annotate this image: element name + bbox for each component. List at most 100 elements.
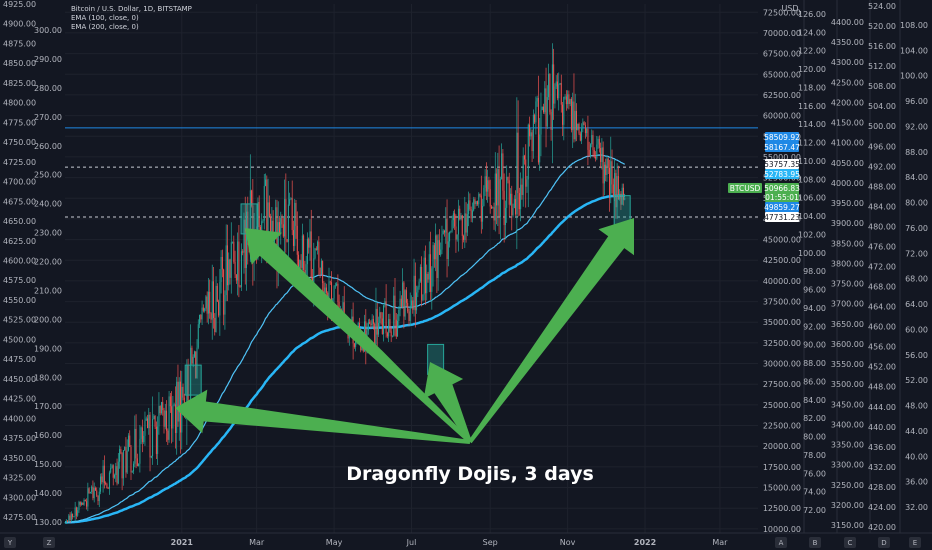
- candle-body[interactable]: [133, 463, 135, 472]
- candle-body[interactable]: [299, 260, 301, 271]
- candle-body[interactable]: [285, 199, 287, 240]
- candle-body[interactable]: [419, 266, 421, 282]
- candle-body[interactable]: [386, 333, 388, 337]
- candle-body[interactable]: [220, 256, 222, 283]
- candle-body[interactable]: [197, 324, 199, 348]
- candle-body[interactable]: [205, 296, 207, 309]
- candle-body[interactable]: [84, 500, 86, 502]
- candle-body[interactable]: [233, 241, 235, 262]
- candle-body[interactable]: [545, 88, 547, 127]
- candle-body[interactable]: [372, 319, 374, 324]
- candle-body[interactable]: [527, 124, 529, 180]
- candle-body[interactable]: [286, 239, 288, 242]
- candle-body[interactable]: [536, 97, 538, 102]
- candle-body[interactable]: [451, 220, 453, 231]
- scale-button[interactable]: [775, 537, 787, 548]
- candle-body[interactable]: [242, 251, 244, 253]
- candle-body[interactable]: [468, 200, 470, 215]
- candle-body[interactable]: [187, 365, 189, 401]
- candle-body[interactable]: [375, 308, 377, 345]
- candle-body[interactable]: [229, 259, 231, 278]
- candle-body[interactable]: [154, 415, 156, 427]
- candle-body[interactable]: [602, 147, 604, 184]
- candle-body[interactable]: [603, 164, 605, 184]
- candle-body[interactable]: [190, 347, 192, 402]
- candle-body[interactable]: [353, 343, 355, 347]
- candle-body[interactable]: [193, 351, 195, 357]
- candle-body[interactable]: [64, 522, 66, 524]
- candle-body[interactable]: [138, 463, 140, 466]
- candle-body[interactable]: [74, 507, 76, 517]
- candle-body[interactable]: [621, 187, 623, 205]
- candle-body[interactable]: [178, 381, 180, 422]
- candle-body[interactable]: [147, 418, 148, 429]
- candle-body[interactable]: [484, 176, 486, 188]
- candle-body[interactable]: [490, 206, 492, 209]
- candle-body[interactable]: [592, 135, 594, 150]
- candle-body[interactable]: [367, 322, 369, 331]
- candle-body[interactable]: [98, 491, 100, 502]
- candle-body[interactable]: [93, 487, 95, 499]
- price-tag[interactable]: [728, 183, 762, 193]
- symbol-title[interactable]: Bitcoin / U.S. Dollar, 1D, BITSTAMP: [71, 5, 192, 13]
- candle-body[interactable]: [583, 122, 585, 126]
- candle-body[interactable]: [622, 187, 624, 200]
- candle-body[interactable]: [305, 264, 307, 279]
- arrow-to-doji-3[interactable]: [423, 362, 472, 443]
- candle-body[interactable]: [469, 200, 471, 210]
- candle-body[interactable]: [607, 158, 609, 168]
- candle-body[interactable]: [342, 302, 344, 320]
- candle-body[interactable]: [393, 295, 395, 336]
- candle-body[interactable]: [101, 476, 103, 483]
- candle-body[interactable]: [246, 211, 247, 269]
- candle-body[interactable]: [550, 112, 552, 130]
- candle-body[interactable]: [89, 491, 91, 494]
- candle-body[interactable]: [444, 230, 445, 233]
- scale-button[interactable]: [878, 537, 890, 548]
- candle-body[interactable]: [322, 261, 324, 283]
- candle-body[interactable]: [110, 467, 112, 473]
- candle-body[interactable]: [615, 173, 617, 208]
- candle-body[interactable]: [489, 189, 491, 207]
- candle-body[interactable]: [475, 201, 477, 205]
- candle-body[interactable]: [167, 430, 169, 440]
- candle-body[interactable]: [459, 208, 461, 220]
- candle-body[interactable]: [103, 465, 105, 484]
- candle-body[interactable]: [586, 128, 588, 134]
- candle-body[interactable]: [200, 314, 202, 320]
- candle-body[interactable]: [541, 106, 543, 111]
- candle-body[interactable]: [473, 199, 475, 211]
- candle-body[interactable]: [409, 305, 411, 321]
- candle-body[interactable]: [202, 307, 204, 311]
- candle-body[interactable]: [292, 230, 294, 246]
- candle-body[interactable]: [496, 173, 498, 206]
- candle-body[interactable]: [548, 74, 550, 98]
- candle-body[interactable]: [487, 180, 489, 192]
- candle-body[interactable]: [553, 64, 555, 104]
- candle-body[interactable]: [421, 266, 423, 301]
- candle-body[interactable]: [529, 124, 531, 137]
- candle-body[interactable]: [115, 466, 117, 475]
- candle-body[interactable]: [574, 110, 576, 140]
- candle-body[interactable]: [337, 283, 339, 302]
- candle-body[interactable]: [191, 347, 193, 364]
- candle-body[interactable]: [582, 122, 584, 129]
- candle-body[interactable]: [559, 83, 561, 85]
- candle-body[interactable]: [230, 242, 232, 278]
- candle-body[interactable]: [374, 323, 376, 345]
- price-tag[interactable]: [765, 183, 799, 193]
- candle-body[interactable]: [576, 110, 577, 130]
- candle-body[interactable]: [163, 410, 165, 427]
- candle-body[interactable]: [267, 202, 269, 245]
- candle-body[interactable]: [456, 234, 458, 240]
- candle-body[interactable]: [70, 513, 72, 521]
- candle-body[interactable]: [73, 516, 75, 518]
- candle-body[interactable]: [624, 198, 626, 200]
- candle-body[interactable]: [72, 513, 74, 517]
- candle-body[interactable]: [619, 193, 621, 200]
- candle-body[interactable]: [96, 490, 98, 496]
- candle-body[interactable]: [303, 235, 305, 271]
- candle-body[interactable]: [121, 453, 123, 479]
- candle-body[interactable]: [240, 251, 242, 287]
